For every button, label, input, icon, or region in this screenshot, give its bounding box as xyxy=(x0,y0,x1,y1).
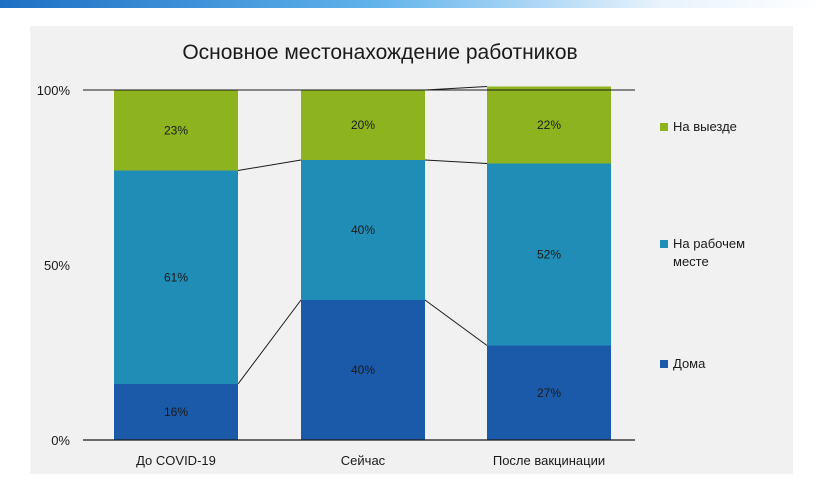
connector-line xyxy=(424,86,488,91)
category-label: Сейчас xyxy=(341,453,386,468)
bar-segment xyxy=(114,90,238,171)
data-label: 27% xyxy=(537,386,561,400)
y-tick-label: 50% xyxy=(44,258,70,273)
bars xyxy=(114,86,611,440)
data-label: 40% xyxy=(351,223,375,237)
bar-segment xyxy=(114,384,238,440)
bar-segment xyxy=(114,170,238,384)
legend: На выезде На рабочем месте Дома xyxy=(660,119,745,371)
top-decorative-stripe xyxy=(0,0,825,8)
connector-line xyxy=(424,159,488,164)
bar-segment xyxy=(487,345,611,440)
legend-label: На выезде xyxy=(673,119,737,134)
category-label: До COVID-19 xyxy=(136,453,216,468)
legend-swatch xyxy=(660,240,668,248)
data-label: 52% xyxy=(537,248,561,262)
category-label: После вакцинации xyxy=(493,453,605,468)
y-tick-label: 100% xyxy=(37,83,71,98)
bar-segment xyxy=(301,90,425,160)
y-axis: 0% 50% 100% xyxy=(37,83,635,448)
legend-label: Дома xyxy=(673,356,706,371)
bar-segment xyxy=(301,300,425,440)
bar-segment xyxy=(487,86,611,164)
connector-line xyxy=(237,159,302,171)
bar-segment xyxy=(301,160,425,300)
data-label: 20% xyxy=(351,118,375,132)
data-labels: 16% 61% 23% 40% 40% 20% 27% 52% 22% xyxy=(164,118,561,419)
bar-segment xyxy=(487,163,611,346)
y-tick-label: 0% xyxy=(51,433,70,448)
data-label: 16% xyxy=(164,405,188,419)
legend-label: На рабочем месте xyxy=(673,236,745,269)
legend-swatch xyxy=(660,360,668,368)
data-label: 22% xyxy=(537,118,561,132)
data-label: 23% xyxy=(164,123,188,137)
data-label: 40% xyxy=(351,363,375,377)
legend-swatch xyxy=(660,123,668,131)
connector-line xyxy=(424,299,488,346)
data-label: 61% xyxy=(164,270,188,284)
connector-line xyxy=(237,299,302,385)
chart-title: Основное местонахождение работников xyxy=(182,41,577,64)
category-labels: До COVID-19 Сейчас После вакцинации xyxy=(136,453,605,468)
